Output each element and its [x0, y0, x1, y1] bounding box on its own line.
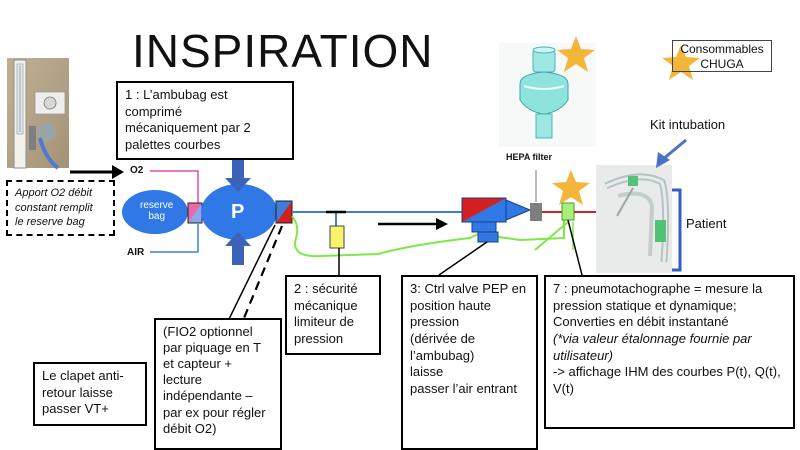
pneumo-line: V(t) [553, 380, 574, 396]
apport-o2-line: Apport O2 débit [15, 187, 93, 199]
page-title: INSPIRATION [132, 25, 434, 77]
valve-pep-line: l’ambubag) [410, 347, 475, 363]
gold-star-icon [557, 36, 595, 72]
kit-intubation-label: Kit intubation [650, 117, 726, 132]
consommables-legend: Consommables CHUGA [672, 40, 772, 72]
o2-line [150, 170, 199, 205]
pneumo-line-italic: utilisateur) [553, 347, 613, 363]
safety-valve [329, 225, 345, 249]
consommables-line1: Consommables [680, 42, 764, 56]
clapet-line: Le clapet anti- [42, 368, 124, 383]
fio2-box: (FIO2 optionnel par piquage en T et capt… [154, 318, 282, 450]
reserve-bag-label: reserve bag [140, 200, 173, 222]
clapet-line: passer VT+ [42, 401, 109, 417]
air-label: AIR [127, 247, 145, 258]
apport-o2-line: le reserve bag [15, 216, 85, 229]
pneumo-line: 7 : pneumotachographe = mesure la [553, 281, 763, 296]
pneumo-line: -> affichage IHM des courbes P(t), Q(t), [553, 364, 781, 380]
air-line [150, 224, 199, 253]
ambubag-pressure-shape [201, 184, 277, 240]
pneumotachograph-block [561, 202, 575, 221]
clapet-line: retour laisse [42, 384, 113, 400]
patient-label: Patient [686, 216, 727, 231]
arrow-down-icon [656, 152, 670, 168]
securite-line: mécanique [294, 297, 358, 313]
arrow-up-icon [225, 232, 251, 265]
clapet-box: Le clapet anti- retour laisse passer VT+ [33, 362, 147, 426]
ambubag-line: mécaniquement par 2 [125, 120, 251, 136]
patient-bracket [672, 188, 682, 272]
pneumo-line: pression statique et dynamique; [553, 297, 737, 313]
fio2-line: indépendante – [163, 388, 253, 404]
arrow-right-icon [112, 165, 124, 179]
valve-pep-line: 3: Ctrl valve PEP en [410, 281, 527, 296]
valve-pep-line: position haute [410, 297, 491, 313]
o2-label: O2 [130, 165, 144, 176]
fio2-line: (FIO2 optionnel [163, 324, 253, 339]
fio2-line: et capteur + [163, 356, 233, 372]
valve-pep-line: passer l’air entrant [410, 380, 517, 396]
pneumotachographe-box: 7 : pneumotachographe = mesure la pressi… [544, 275, 795, 429]
hepa-filter-block [530, 203, 542, 221]
securite-line: 2 : sécurité [294, 281, 358, 296]
valve-pep-line: (dérivée de [410, 330, 476, 346]
hepa-filter-label: HEPA filter [506, 152, 553, 162]
pneumo-line-italic: (*via valeur étalonnage fournie par [553, 330, 752, 346]
intubation-kit-photo [596, 165, 672, 273]
fio2-line: par ex pour régler [163, 404, 266, 420]
pneumo-line: Converties en débit instantané [553, 314, 729, 330]
kit-arrow-line [661, 138, 687, 162]
fio2-line: débit O2) [163, 420, 217, 436]
fio2-line: lecture [163, 372, 203, 388]
valve-pep-line: pression [410, 314, 460, 330]
arrow-right-icon [436, 218, 448, 230]
securite-box: 2 : sécurité mécanique limiteur de press… [285, 275, 381, 355]
reserve-bag-label-line2: bag [148, 211, 166, 222]
ambubag-box: 1 : L’ambubag est comprimé mécaniquement… [116, 81, 294, 160]
green-pressure-line [291, 215, 479, 258]
reserve-bag-label-line1: reserve [140, 200, 174, 211]
securite-line: limiteur de [294, 314, 354, 330]
ambubag-line: palettes courbes [125, 136, 221, 152]
reserve-bag-shape [122, 190, 188, 234]
pressure-p-label: P [231, 201, 245, 223]
apport-o2-line: constant remplit [15, 201, 93, 214]
fio2-dashed-connector [242, 225, 284, 319]
gold-star-icon [552, 170, 590, 205]
consommables-line2: CHUGA [700, 57, 744, 71]
apport-o2-box: Apport O2 débit constant remplit le rese… [6, 180, 115, 236]
valve-pep-box: 3: Ctrl valve PEP en position haute pres… [401, 275, 538, 450]
flowmeter-photo [7, 58, 69, 170]
fio2-line: par piquage en T [163, 340, 262, 356]
ambubag-line: comprimé [125, 103, 183, 119]
ambubag-line: 1 : L’ambubag est [125, 87, 228, 102]
arrow-down-icon [225, 159, 251, 192]
pep-valve [461, 197, 532, 243]
valve-pep-line: laisse [410, 364, 444, 380]
securite-line: pression [294, 330, 344, 346]
